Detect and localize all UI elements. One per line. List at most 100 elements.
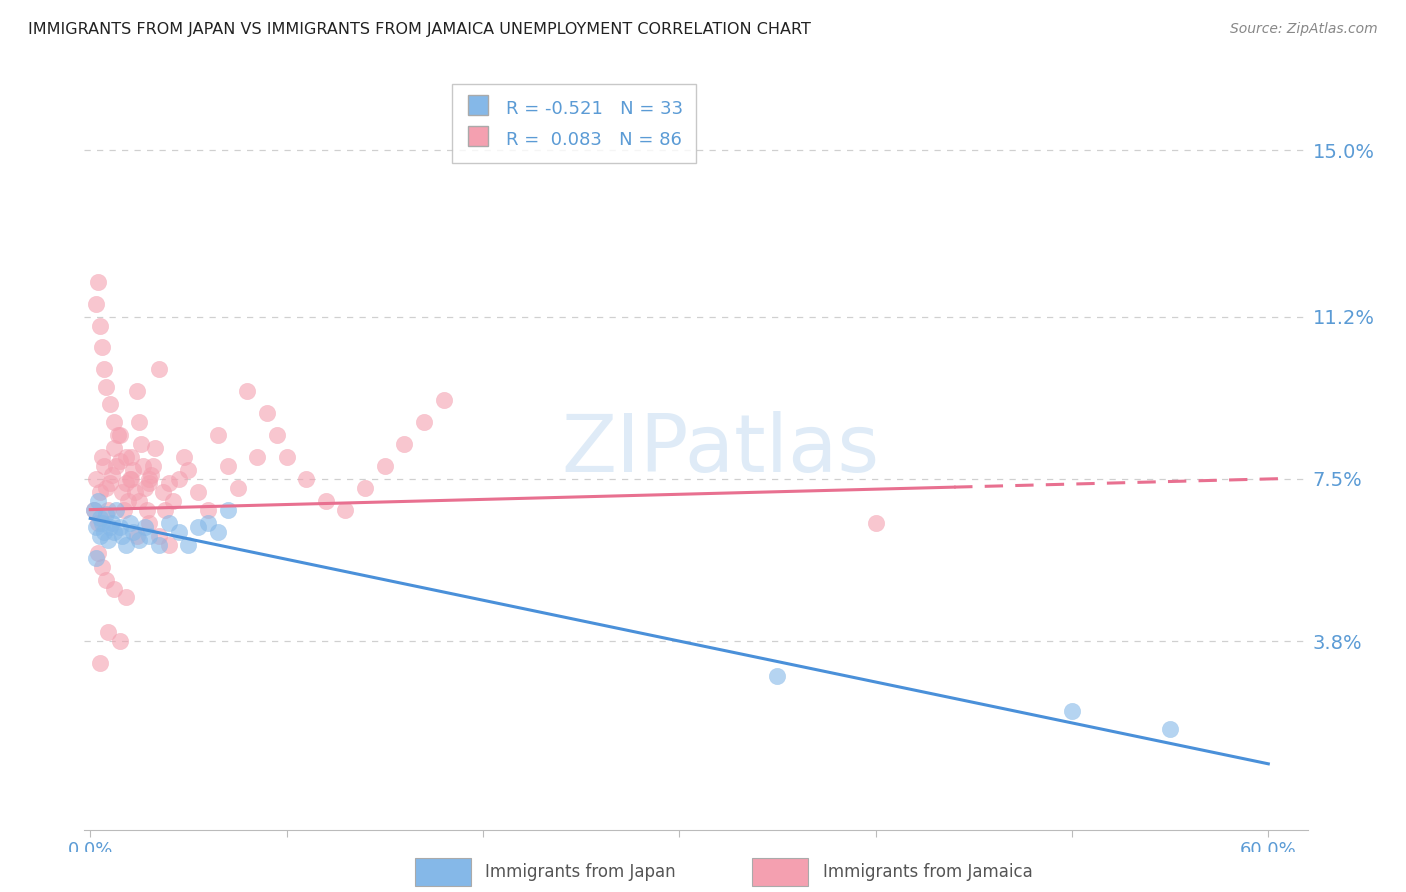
Point <box>103 524 125 539</box>
Point <box>89 656 111 670</box>
Point <box>143 442 166 456</box>
Point <box>315 494 337 508</box>
Point <box>97 502 120 516</box>
Point <box>84 550 107 565</box>
Point <box>433 392 456 407</box>
Point <box>217 458 239 473</box>
Point <box>173 450 195 464</box>
Point <box>89 485 111 500</box>
Point <box>128 415 150 429</box>
Point <box>111 485 134 500</box>
Point <box>122 524 145 539</box>
Point <box>128 533 150 548</box>
Point <box>157 476 180 491</box>
Point <box>335 502 357 516</box>
Bar <box>752 858 808 886</box>
Text: Source: ZipAtlas.com: Source: ZipAtlas.com <box>1230 22 1378 37</box>
Point <box>217 502 239 516</box>
Point <box>91 559 114 574</box>
Point <box>101 467 124 482</box>
Point <box>114 591 136 605</box>
Point <box>413 415 436 429</box>
Point <box>354 481 377 495</box>
Point <box>148 362 170 376</box>
Point <box>121 472 143 486</box>
Point <box>153 502 176 516</box>
Point <box>152 485 174 500</box>
Point <box>148 529 170 543</box>
Point <box>91 341 114 355</box>
Point <box>187 485 209 500</box>
Point <box>162 494 184 508</box>
Point <box>91 516 114 530</box>
Point <box>98 520 121 534</box>
Point <box>207 428 229 442</box>
Point <box>87 275 110 289</box>
Point <box>127 529 149 543</box>
Point <box>93 458 115 473</box>
Point <box>129 437 152 451</box>
Point <box>108 520 131 534</box>
Point <box>1060 704 1083 718</box>
Point <box>89 529 111 543</box>
Point <box>136 502 159 516</box>
Point <box>197 502 219 516</box>
Point <box>134 481 156 495</box>
Point <box>121 450 143 464</box>
Point <box>177 538 200 552</box>
Point <box>124 485 146 500</box>
Bar <box>415 858 471 886</box>
Point <box>114 476 136 491</box>
Point <box>89 511 111 525</box>
Point <box>256 406 278 420</box>
Point <box>87 516 110 530</box>
Point <box>207 524 229 539</box>
Text: Immigrants from Japan: Immigrants from Japan <box>485 863 676 881</box>
Point <box>246 450 269 464</box>
Point <box>138 476 160 491</box>
Point <box>865 516 887 530</box>
Point <box>94 380 117 394</box>
Point <box>276 450 298 464</box>
Point <box>98 476 121 491</box>
Point <box>132 458 155 473</box>
Text: ZIPatlas: ZIPatlas <box>561 411 880 490</box>
Point <box>766 669 789 683</box>
Point <box>84 296 107 310</box>
Point <box>157 538 180 552</box>
Point <box>127 384 149 399</box>
Point <box>103 442 125 456</box>
Point <box>128 494 150 508</box>
Point <box>167 524 190 539</box>
Point <box>139 467 162 482</box>
Point <box>108 634 131 648</box>
Point <box>101 516 124 530</box>
Point <box>83 502 105 516</box>
Point <box>87 494 110 508</box>
Point <box>98 397 121 411</box>
Point <box>142 458 165 473</box>
Point <box>197 516 219 530</box>
Point <box>236 384 259 399</box>
Point <box>83 502 105 516</box>
Point <box>89 318 111 333</box>
Point <box>91 450 114 464</box>
Point <box>107 428 129 442</box>
Point <box>114 538 136 552</box>
Point <box>94 573 117 587</box>
Point <box>112 502 135 516</box>
Point <box>157 516 180 530</box>
Point <box>374 458 396 473</box>
Point <box>148 538 170 552</box>
Point <box>93 362 115 376</box>
Point <box>97 625 120 640</box>
Point <box>111 529 134 543</box>
Point <box>138 529 160 543</box>
Point <box>108 454 131 468</box>
Point <box>94 481 117 495</box>
Text: Immigrants from Jamaica: Immigrants from Jamaica <box>823 863 1032 881</box>
Text: IMMIGRANTS FROM JAPAN VS IMMIGRANTS FROM JAMAICA UNEMPLOYMENT CORRELATION CHART: IMMIGRANTS FROM JAPAN VS IMMIGRANTS FROM… <box>28 22 811 37</box>
Point <box>104 502 127 516</box>
Legend: R = -0.521   N = 33, R =  0.083   N = 86: R = -0.521 N = 33, R = 0.083 N = 86 <box>451 84 696 162</box>
Point <box>87 546 110 560</box>
